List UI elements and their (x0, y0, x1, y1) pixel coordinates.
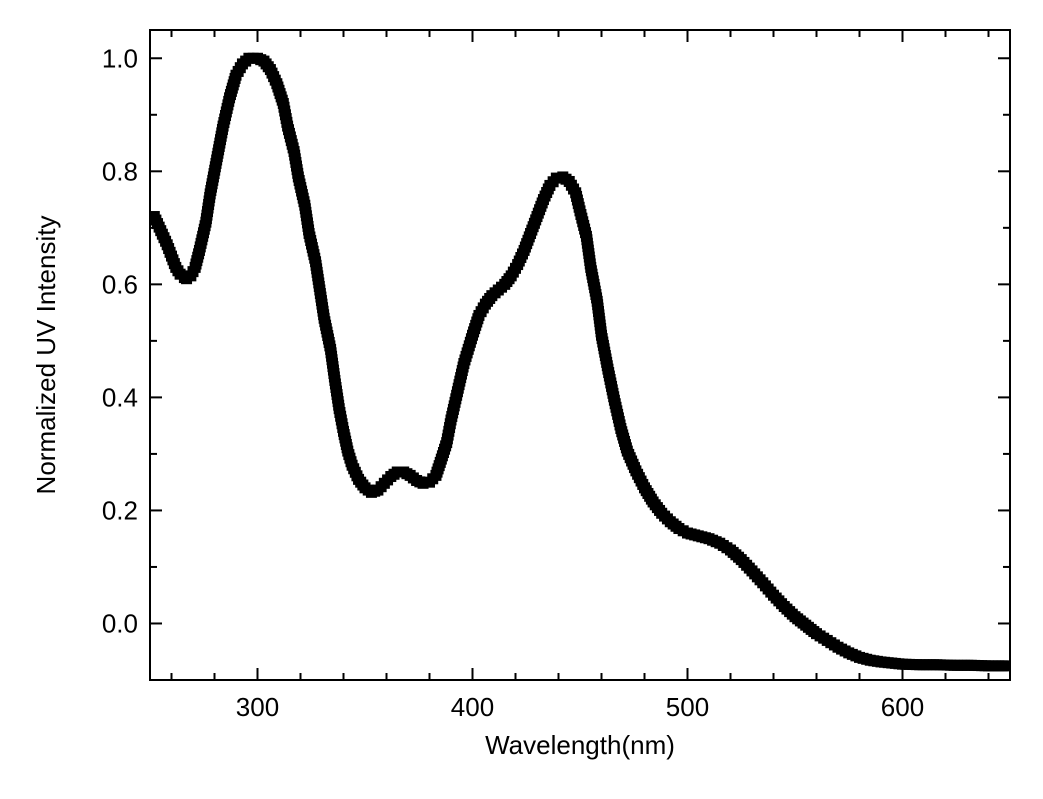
chart-canvas: 300 400 500 600 0.0 0.2 0.4 0.6 0.8 1.0 Normalized… (0, 0, 1043, 799)
svg-text:300: 300 (236, 692, 279, 722)
svg-text:0.2: 0.2 (102, 496, 138, 526)
svg-text:0.0: 0.0 (102, 609, 138, 639)
svg-text:400: 400 (451, 692, 494, 722)
svg-text:0.6: 0.6 (102, 269, 138, 299)
svg-text:Normalized UV Intensity: Normalized UV Intensity (31, 216, 61, 495)
svg-text:Wavelength(nm): Wavelength(nm) (485, 730, 675, 760)
svg-text:0.8: 0.8 (102, 156, 138, 186)
svg-text:600: 600 (881, 692, 924, 722)
svg-text:500: 500 (666, 692, 709, 722)
uv-spectrum-chart: 300 400 500 600 0.0 0.2 0.4 0.6 0.8 1.0 Normalized… (0, 0, 1043, 799)
svg-text:1.0: 1.0 (102, 43, 138, 73)
svg-text:0.4: 0.4 (102, 382, 138, 412)
